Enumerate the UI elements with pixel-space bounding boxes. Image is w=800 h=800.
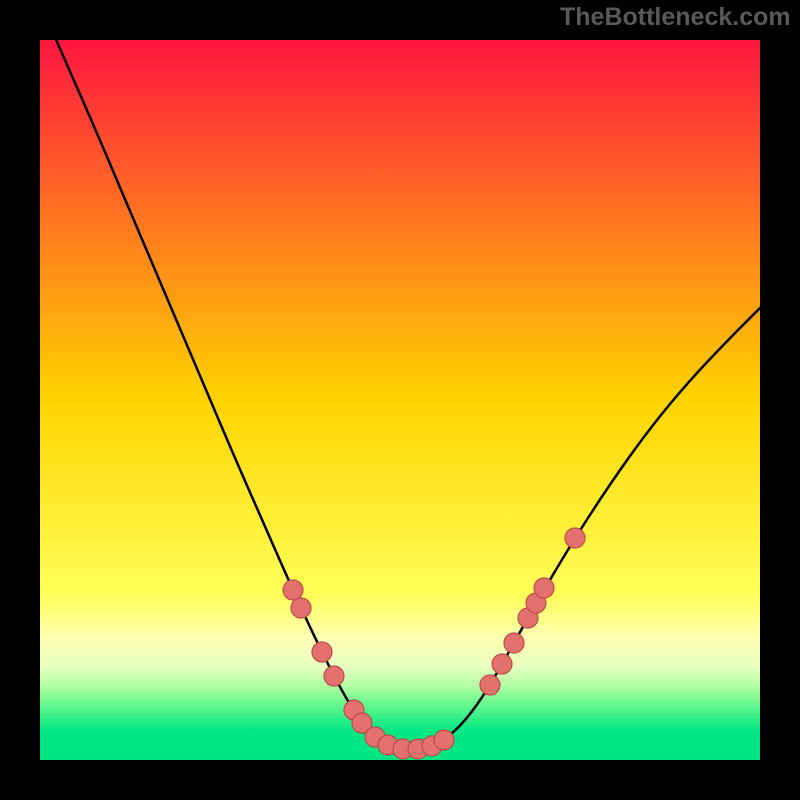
watermark-text: TheBottleneck.com [560,3,791,32]
data-marker [565,528,585,548]
data-marker [434,730,454,750]
marker-group [283,528,585,759]
data-marker [283,580,303,600]
data-marker [291,598,311,618]
data-marker [534,578,554,598]
data-marker [504,633,524,653]
data-marker [324,666,344,686]
data-marker [312,642,332,662]
chart-svg [40,40,760,760]
data-marker [480,675,500,695]
bottleneck-curve [43,40,760,748]
data-marker [492,654,512,674]
plot-area [40,40,760,760]
